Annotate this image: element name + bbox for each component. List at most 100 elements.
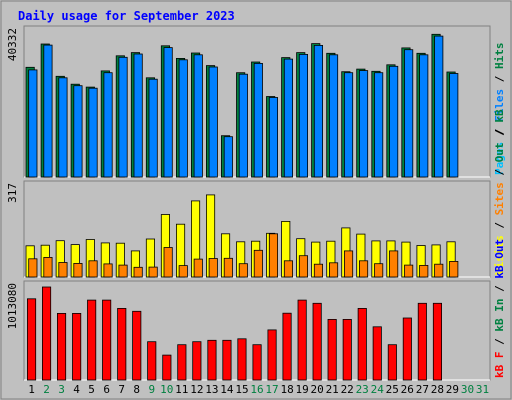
bar-kb-f-day-1 <box>26 298 37 381</box>
bar-files-day-21 <box>328 54 339 178</box>
bar-sites-day-16 <box>253 249 263 278</box>
bar-files-day-24 <box>374 72 384 178</box>
legend-separator: / <box>493 215 506 235</box>
bar-files-day-17 <box>268 97 278 178</box>
day-label-29: 29 <box>446 383 459 396</box>
day-label-22: 22 <box>341 383 354 396</box>
bar-sites-day-7 <box>118 264 128 278</box>
legend-entry: Visits <box>493 235 506 275</box>
day-label-12: 12 <box>190 383 203 396</box>
legend-entry: Files <box>493 89 506 122</box>
bar-files-day-29 <box>449 73 459 178</box>
panel-hits: 40332 Pages / Files / Hits <box>6 25 506 178</box>
day-label-4: 4 <box>73 383 80 396</box>
bar-files-day-7 <box>118 56 128 178</box>
day-label-21: 21 <box>326 383 339 396</box>
legend-entry: kB In <box>493 299 506 332</box>
day-label-2: 2 <box>43 383 50 396</box>
bar-sites-day-13 <box>208 258 218 278</box>
bar-files-day-8 <box>133 53 143 178</box>
bar-kb-f-day-7 <box>117 307 127 381</box>
bar-kb-f-day-13 <box>207 339 217 381</box>
bar-kb-f-day-16 <box>252 344 262 381</box>
bar-sites-day-8 <box>133 266 143 278</box>
bar-files-day-13 <box>208 66 218 178</box>
bar-kb-f-day-15 <box>237 338 247 381</box>
legend-separator: / <box>493 69 506 89</box>
legend-kbytes: kB F / kB In / kB Out <box>493 239 506 378</box>
bar-files-day-27 <box>419 54 429 178</box>
day-label-16: 16 <box>250 383 263 396</box>
legend-hits: Pages / Files / Hits <box>493 43 506 176</box>
legend-entry: kB F <box>493 352 506 379</box>
bar-kb-f-day-5 <box>87 299 97 381</box>
legend-entry: Out <box>493 143 506 163</box>
bar-files-day-18 <box>283 58 293 178</box>
day-label-1: 1 <box>28 383 35 396</box>
bar-kb-f-day-27 <box>417 302 427 381</box>
day-label-31: 31 <box>476 383 489 396</box>
bar-kb-f-day-9 <box>147 341 157 381</box>
legend-entry: kB <box>493 109 506 123</box>
bar-files-day-6 <box>103 72 113 178</box>
bar-kb-f-day-2 <box>42 286 52 381</box>
day-label-23: 23 <box>356 383 369 396</box>
day-label-7: 7 <box>118 383 125 396</box>
bar-sites-day-20 <box>313 263 323 278</box>
bar-sites-day-1 <box>28 258 38 278</box>
panel-visits: 317 Visits / Sites / Out / kB <box>6 109 506 278</box>
y-max-label: 40332 <box>6 28 19 61</box>
y-max-label: 317 <box>6 183 19 203</box>
bar-kb-f-day-12 <box>192 341 202 381</box>
legend-entry: Pages <box>493 142 506 175</box>
bar-kb-f-day-10 <box>162 354 172 381</box>
day-label-17: 17 <box>265 383 278 396</box>
bar-sites-day-26 <box>404 264 414 278</box>
bar-files-day-2 <box>43 44 53 178</box>
bar-files-day-14 <box>223 136 233 178</box>
day-label-9: 9 <box>148 383 155 396</box>
bar-kb-f-day-25 <box>387 344 397 381</box>
day-label-14: 14 <box>220 383 234 396</box>
day-label-19: 19 <box>295 383 308 396</box>
bar-kb-f-day-22 <box>342 318 352 381</box>
legend-separator: / <box>493 123 506 143</box>
day-label-15: 15 <box>235 383 248 396</box>
bar-files-day-4 <box>73 85 83 178</box>
legend-entry: Sites <box>493 182 506 215</box>
bar-files-day-26 <box>404 49 414 178</box>
legend-visits: Visits / Sites / Out / kB <box>493 109 506 275</box>
day-label-25: 25 <box>386 383 399 396</box>
legend-separator: / <box>493 162 506 182</box>
bar-sites-day-23 <box>358 260 369 278</box>
bar-sites-day-4 <box>73 262 83 278</box>
legend-separator: / <box>493 332 506 352</box>
day-label-11: 11 <box>175 383 188 396</box>
bar-files-day-12 <box>193 54 203 178</box>
bar-sites-day-14 <box>223 257 233 278</box>
bar-kb-f-day-18 <box>282 312 292 381</box>
bar-sites-day-29 <box>449 260 459 278</box>
bar-kb-f-day-6 <box>102 299 112 381</box>
bar-files-day-9 <box>148 78 158 178</box>
bar-files-day-23 <box>358 70 369 178</box>
bar-sites-day-17 <box>268 233 278 278</box>
bar-sites-day-18 <box>283 260 293 278</box>
bar-kb-f-day-19 <box>297 299 307 381</box>
bar-sites-day-15 <box>238 263 248 278</box>
bar-kb-f-day-8 <box>132 310 142 381</box>
bar-kb-f-day-20 <box>312 302 322 381</box>
bar-sites-day-24 <box>374 263 384 278</box>
bar-sites-day-19 <box>298 255 308 278</box>
bar-kb-f-day-14 <box>222 339 232 381</box>
day-label-13: 13 <box>205 383 218 396</box>
bar-files-day-19 <box>298 54 308 178</box>
day-label-27: 27 <box>416 383 429 396</box>
day-label-26: 26 <box>401 383 414 396</box>
day-label-10: 10 <box>160 383 173 396</box>
bar-sites-day-28 <box>434 263 444 278</box>
panels-group: 40332 Pages / Files / Hits 317 Visits / Sit… <box>6 25 506 381</box>
day-label-20: 20 <box>310 383 323 396</box>
bar-files-day-15 <box>238 73 248 178</box>
